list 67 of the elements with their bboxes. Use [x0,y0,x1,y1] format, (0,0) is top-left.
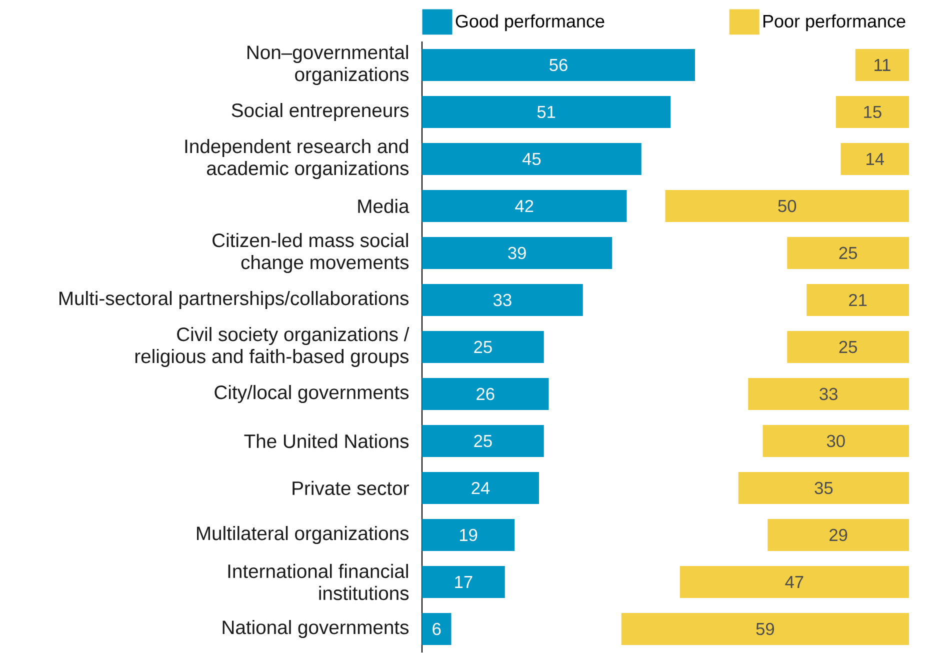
data-label: 19 [460,528,478,542]
bar [680,566,909,598]
data-label: 14 [866,153,884,165]
data-label: 29 [830,528,848,542]
data-label: 24 [472,482,490,494]
data-label: 33 [820,388,838,400]
data-label: 25 [839,340,857,354]
bar [787,237,909,269]
data-label: 56 [550,58,568,72]
bar [422,237,612,269]
data-label: 6 [432,622,441,636]
bar [621,613,909,645]
y-tick-label: Media [358,198,410,214]
bar [422,49,695,81]
y-tick-label: The United Nations [244,434,409,448]
data-label: 11 [874,59,890,71]
y-tick-label: Private sector [292,480,409,496]
bar [768,519,909,551]
bar [787,331,909,363]
data-label: 33 [493,294,512,306]
bar [422,519,515,551]
y-tick-label: Non–governmental organizations [248,44,409,86]
data-label: 35 [814,482,833,494]
bar [422,96,671,128]
data-label: 26 [476,388,494,400]
data-label: 15 [864,106,882,118]
y-tick-label: Independent research and academic organizations [185,138,409,180]
y-tick-label: Multilateral organizations [197,526,409,544]
bar [855,49,909,81]
bar [806,284,909,316]
y-tick-label: City/local governments [214,384,409,404]
data-label: 47 [785,576,804,588]
legend-label: Good performance [456,14,604,32]
data-label: 25 [474,434,492,448]
bar [422,613,452,645]
bar [738,472,909,504]
bar [422,190,627,222]
data-label: 50 [778,200,796,212]
bar [762,425,909,457]
bar [840,143,909,175]
bar [422,566,505,598]
bar [665,190,909,222]
data-label: 59 [756,622,774,636]
y-tick-label: International financial institutions [228,564,409,600]
data-label: 42 [515,200,534,212]
data-label: 21 [849,294,867,306]
bar [836,96,909,128]
y-tick-label: Citizen-led mass social change movements [212,232,409,274]
data-label: 30 [826,434,845,448]
bar [422,331,544,363]
bar [422,425,544,457]
bar [422,378,549,410]
bar [422,284,583,316]
legend-label: Poor performance [763,14,906,32]
bar [422,472,539,504]
data-label: 25 [474,340,492,354]
y-tick-label: Multi-sectoral partnerships/collaborations [59,290,409,310]
y-tick-label: Social entrepreneurs [232,102,409,122]
data-label: 25 [839,246,857,260]
bar [748,378,909,410]
data-label: 39 [508,246,526,260]
bar [422,143,642,175]
y-tick-label: National governments [222,620,409,638]
data-label: 51 [537,106,556,118]
y-tick-label: Civil society organizations / religious and faith-based groups [135,326,410,368]
data-label: 17 [455,576,472,588]
data-label: 45 [522,152,541,166]
